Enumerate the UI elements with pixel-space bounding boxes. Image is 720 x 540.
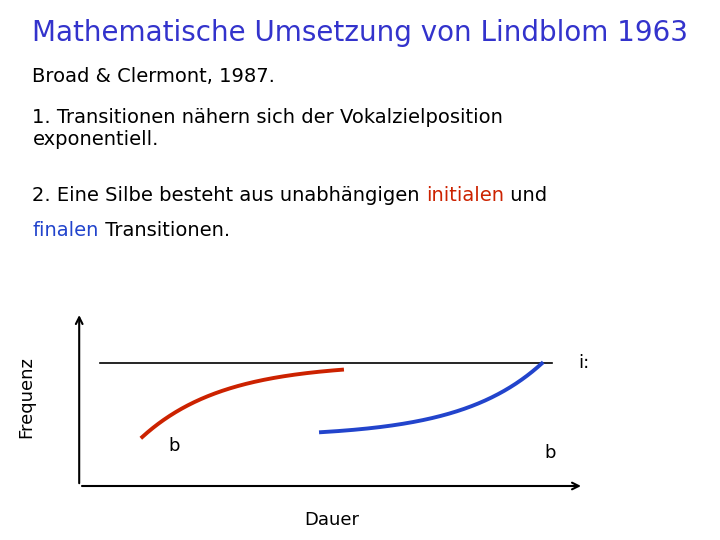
Text: b: b [168,437,179,455]
Text: 2. Eine Silbe besteht aus unabhängigen: 2. Eine Silbe besteht aus unabhängigen [32,186,426,205]
Text: und: und [504,186,547,205]
Text: Frequenz: Frequenz [18,356,36,438]
Text: Broad & Clermont, 1987.: Broad & Clermont, 1987. [32,68,275,86]
Text: 1. Transitionen nähern sich der Vokalzielposition
exponentiell.: 1. Transitionen nähern sich der Vokalzie… [32,108,503,149]
Text: Transitionen.: Transitionen. [99,221,230,240]
Text: Dauer: Dauer [304,510,359,529]
Text: i:: i: [579,354,590,373]
Text: Mathematische Umsetzung von Lindblom 1963: Mathematische Umsetzung von Lindblom 196… [32,19,688,47]
Text: initialen: initialen [426,186,504,205]
Text: finalen: finalen [32,221,99,240]
Text: b: b [544,444,556,462]
